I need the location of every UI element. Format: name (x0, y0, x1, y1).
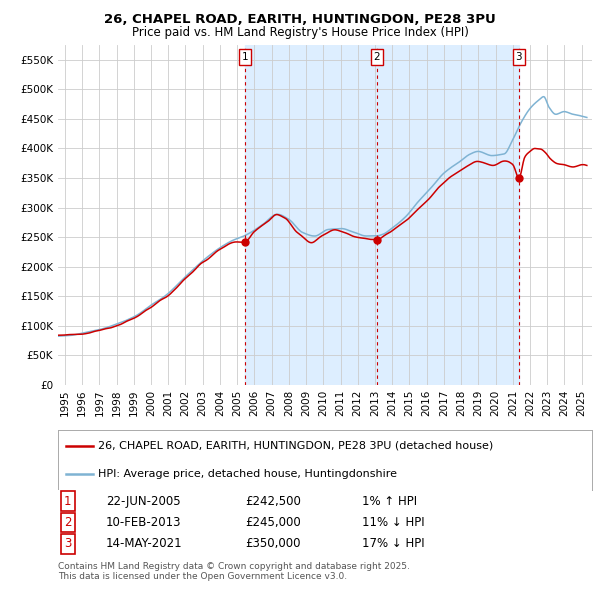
Text: 26, CHAPEL ROAD, EARITH, HUNTINGDON, PE28 3PU (detached house): 26, CHAPEL ROAD, EARITH, HUNTINGDON, PE2… (98, 441, 493, 451)
Text: 11% ↓ HPI: 11% ↓ HPI (362, 516, 425, 529)
Text: 3: 3 (515, 52, 522, 62)
Text: 1% ↑ HPI: 1% ↑ HPI (362, 494, 418, 507)
Text: HPI: Average price, detached house, Huntingdonshire: HPI: Average price, detached house, Hunt… (98, 470, 397, 480)
Text: 10-FEB-2013: 10-FEB-2013 (106, 516, 182, 529)
Text: 3: 3 (64, 537, 71, 550)
Text: £245,000: £245,000 (245, 516, 301, 529)
Text: 2: 2 (64, 516, 71, 529)
Text: £350,000: £350,000 (245, 537, 301, 550)
Text: 14-MAY-2021: 14-MAY-2021 (106, 537, 182, 550)
Text: Price paid vs. HM Land Registry's House Price Index (HPI): Price paid vs. HM Land Registry's House … (131, 26, 469, 39)
Text: Contains HM Land Registry data © Crown copyright and database right 2025.
This d: Contains HM Land Registry data © Crown c… (58, 562, 410, 581)
Text: 26, CHAPEL ROAD, EARITH, HUNTINGDON, PE28 3PU: 26, CHAPEL ROAD, EARITH, HUNTINGDON, PE2… (104, 13, 496, 26)
Text: 1: 1 (64, 494, 71, 507)
Text: 2: 2 (374, 52, 380, 62)
Text: 1: 1 (242, 52, 248, 62)
Text: 22-JUN-2005: 22-JUN-2005 (106, 494, 181, 507)
Text: 17% ↓ HPI: 17% ↓ HPI (362, 537, 425, 550)
Text: £242,500: £242,500 (245, 494, 301, 507)
Bar (245, 45, 519, 385)
